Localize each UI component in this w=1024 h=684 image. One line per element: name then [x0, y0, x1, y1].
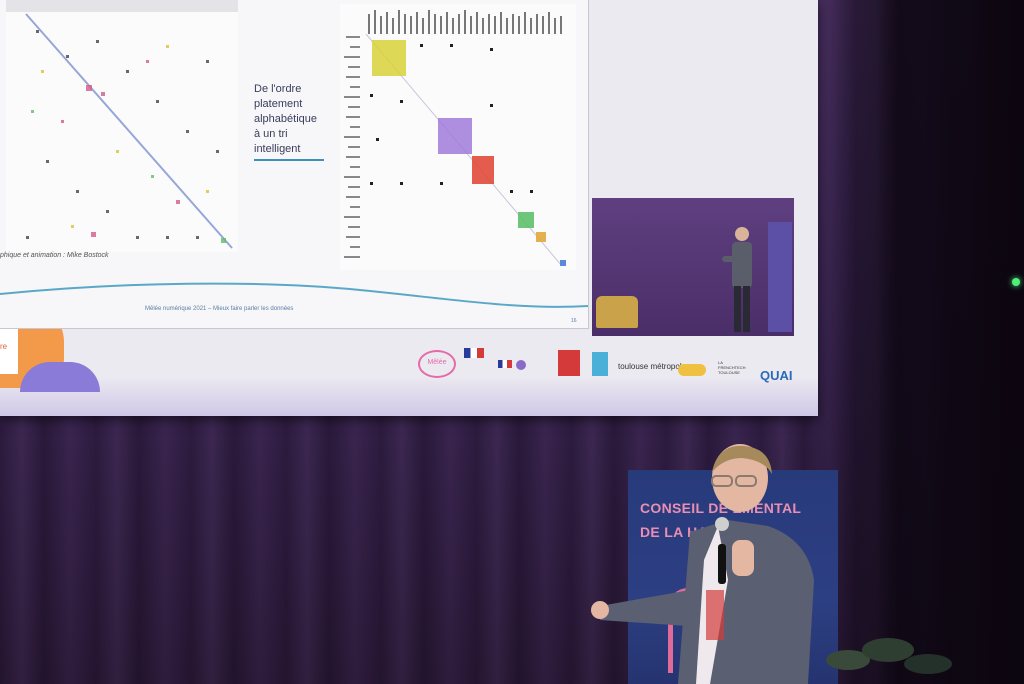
sponsor-logos: Mêlée toulouse métropole LA FRENCHTECH T…	[418, 346, 798, 383]
purple-decor-shape	[20, 362, 100, 392]
melee-logo: Mêlée	[418, 350, 456, 378]
inset-speaker-figure	[722, 227, 752, 332]
caption-arrow	[254, 159, 324, 161]
slide-page-number: 16	[571, 318, 577, 324]
caption-line: platement	[254, 98, 303, 110]
inset-chair	[596, 296, 638, 328]
toulouse-logo: toulouse métropole	[618, 362, 687, 371]
clustered-matrix	[340, 4, 576, 270]
department-logo	[592, 352, 608, 376]
quai-logo: QUAI	[760, 368, 793, 383]
caption-line: intelligent	[254, 143, 301, 155]
dark-curtain-edge	[814, 0, 1024, 684]
plant-decor	[826, 638, 952, 674]
slide-wave-decor	[0, 282, 588, 308]
flag-logo	[498, 360, 512, 368]
slide-caption: De l'ordre platement alphabétique à un t…	[254, 82, 344, 157]
green-indicator-light	[1012, 278, 1020, 286]
frenchtech-logo: LA FRENCHTECH TOULOUSE	[718, 360, 746, 375]
screen-bottom-band	[0, 376, 818, 416]
republic-logo	[464, 348, 484, 358]
inset-banner	[768, 222, 792, 332]
alphabetical-matrix	[6, 0, 238, 252]
speaker-figure	[591, 444, 814, 684]
caption-line: à un tri	[254, 128, 288, 140]
round-logo	[516, 360, 526, 370]
occitanie-logo	[558, 350, 580, 376]
side-box-text: re	[0, 342, 8, 351]
sicoval-logo	[678, 364, 706, 376]
slide-footer: Mêlée numérique 2021 – Mieux faire parle…	[145, 306, 294, 312]
side-text-box: re	[0, 322, 18, 374]
banner-line-1: CONSEIL DE EMENTAL	[640, 500, 802, 516]
caption-line: De l'ordre	[254, 83, 302, 95]
alphabetical-matrix-graphic	[6, 0, 238, 249]
projection-screen: re	[0, 0, 818, 416]
slide-panel: De l'ordre platement alphabétique à un t…	[0, 0, 589, 329]
clustered-matrix-graphic	[344, 10, 566, 267]
slide-credit: phique et animation : Mike Bostock	[0, 252, 109, 259]
caption-line: alphabétique	[254, 113, 318, 125]
